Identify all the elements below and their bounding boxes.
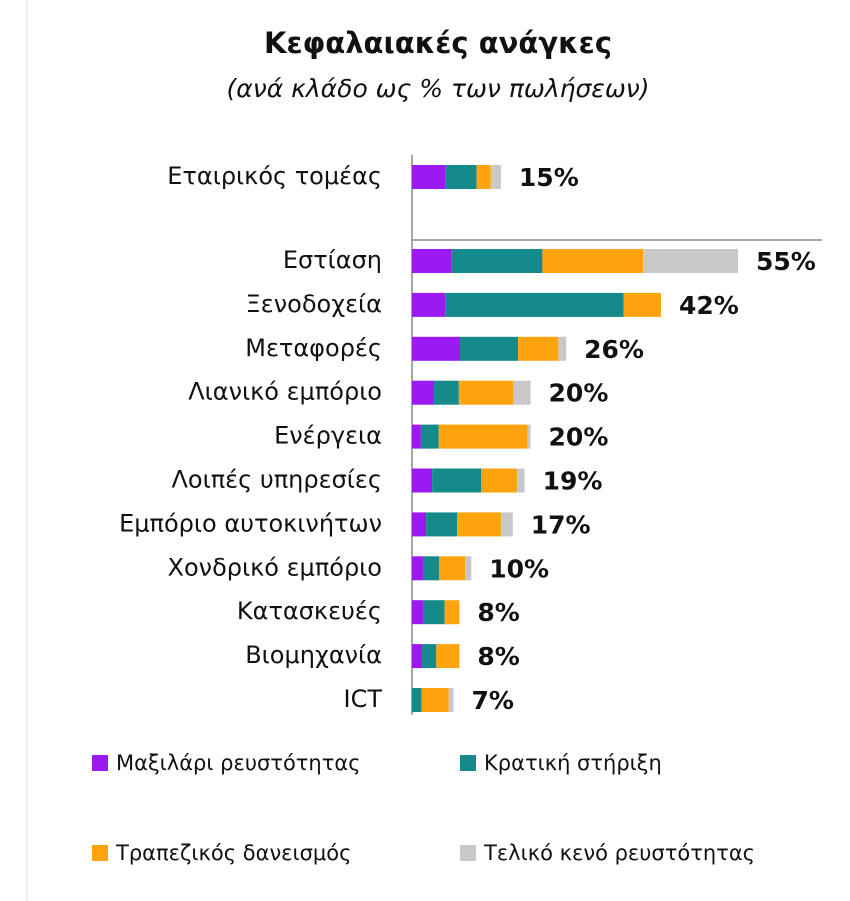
total-label: 55% xyxy=(756,247,816,276)
bar-segment xyxy=(412,468,433,493)
legend-label: Τελικό κενό ρευστότητας xyxy=(483,841,755,865)
bar-segment xyxy=(412,424,421,449)
legend-swatch xyxy=(92,755,108,771)
category-label: Εταιρικός τομέας xyxy=(167,162,382,190)
bar-segment xyxy=(490,165,501,189)
bar-segment xyxy=(420,424,439,449)
bar-segment xyxy=(438,424,528,449)
bar-segment xyxy=(623,292,661,317)
bar-segment xyxy=(439,556,466,581)
bar-segment xyxy=(436,644,460,669)
bar-segment xyxy=(412,600,424,625)
category-label: Εμπόριο αυτοκινήτων xyxy=(119,509,382,537)
bar-segment xyxy=(457,512,501,537)
total-label: 15% xyxy=(519,163,579,192)
bar-segment xyxy=(423,600,445,625)
bar-segment xyxy=(476,165,491,189)
legend-label: Κρατική στήριξη xyxy=(484,751,662,775)
bar-segment xyxy=(444,600,460,625)
category-label: Ξενοδοχεία xyxy=(246,290,382,318)
total-label: 20% xyxy=(549,423,609,452)
bar-segment xyxy=(412,512,427,537)
bar-segment xyxy=(432,468,482,493)
bar-segment xyxy=(527,424,531,449)
bar-segment xyxy=(542,249,644,273)
category-label: ICT xyxy=(344,685,383,713)
total-label: 19% xyxy=(543,467,603,496)
bar-segment xyxy=(412,380,434,405)
legend-label: Τραπεζικός δανεισμός xyxy=(115,841,351,865)
chart-subtitle: (ανά κλάδο ως % των πωλήσεων) xyxy=(227,74,650,103)
chart-title: Κεφαλαιακές ανάγκες xyxy=(264,26,612,60)
category-label: Χονδρικό εμπόριο xyxy=(168,553,382,581)
bar-segment xyxy=(513,380,531,405)
bar-segment xyxy=(426,512,458,537)
bar-segment xyxy=(460,336,519,361)
bar-segment xyxy=(412,249,452,273)
total-label: 42% xyxy=(679,291,739,320)
bar-segment xyxy=(412,292,446,317)
total-label: 20% xyxy=(549,379,609,408)
legend-swatch xyxy=(460,845,476,861)
bar-segment xyxy=(421,688,449,712)
category-label: Λιανικό εμπόριο xyxy=(188,378,382,406)
bar-segment xyxy=(412,336,461,361)
legend-label: Μαξιλάρι ρευστότητας xyxy=(116,751,361,775)
bar-segment xyxy=(412,644,423,669)
bar-segment xyxy=(422,644,437,669)
bar-segment xyxy=(465,556,472,581)
bar-segment xyxy=(518,336,559,361)
bar-segment xyxy=(451,249,543,273)
total-label: 26% xyxy=(584,335,644,364)
category-label: Ενέργεια xyxy=(274,422,382,450)
legend-swatch xyxy=(460,755,476,771)
bar-segment xyxy=(481,468,517,493)
category-label: Βιομηχανία xyxy=(245,641,382,669)
category-label: Κατασκευές xyxy=(237,597,382,625)
category-label: Εστίαση xyxy=(283,246,382,274)
total-label: 8% xyxy=(477,642,519,671)
bar-segment xyxy=(448,688,454,712)
bar-segment xyxy=(412,556,424,581)
bar-segment xyxy=(423,556,440,581)
bar-segment xyxy=(458,380,514,405)
total-label: 10% xyxy=(489,554,549,583)
bar-segment xyxy=(516,468,525,493)
bar-segment xyxy=(445,292,624,317)
bar-segment xyxy=(412,688,422,712)
bar-segment xyxy=(558,336,567,361)
total-label: 17% xyxy=(531,510,591,539)
bar-segment xyxy=(500,512,513,537)
bar-segment xyxy=(433,380,459,405)
legend-swatch xyxy=(92,845,108,861)
bar-segment xyxy=(412,165,446,189)
category-label: Λοιπές υπηρεσίες xyxy=(171,466,382,494)
bar-segment xyxy=(643,249,738,273)
total-label: 7% xyxy=(471,686,513,715)
total-label: 8% xyxy=(477,598,519,627)
bar-segment xyxy=(445,165,477,189)
category-label: Μεταφορές xyxy=(245,334,382,362)
